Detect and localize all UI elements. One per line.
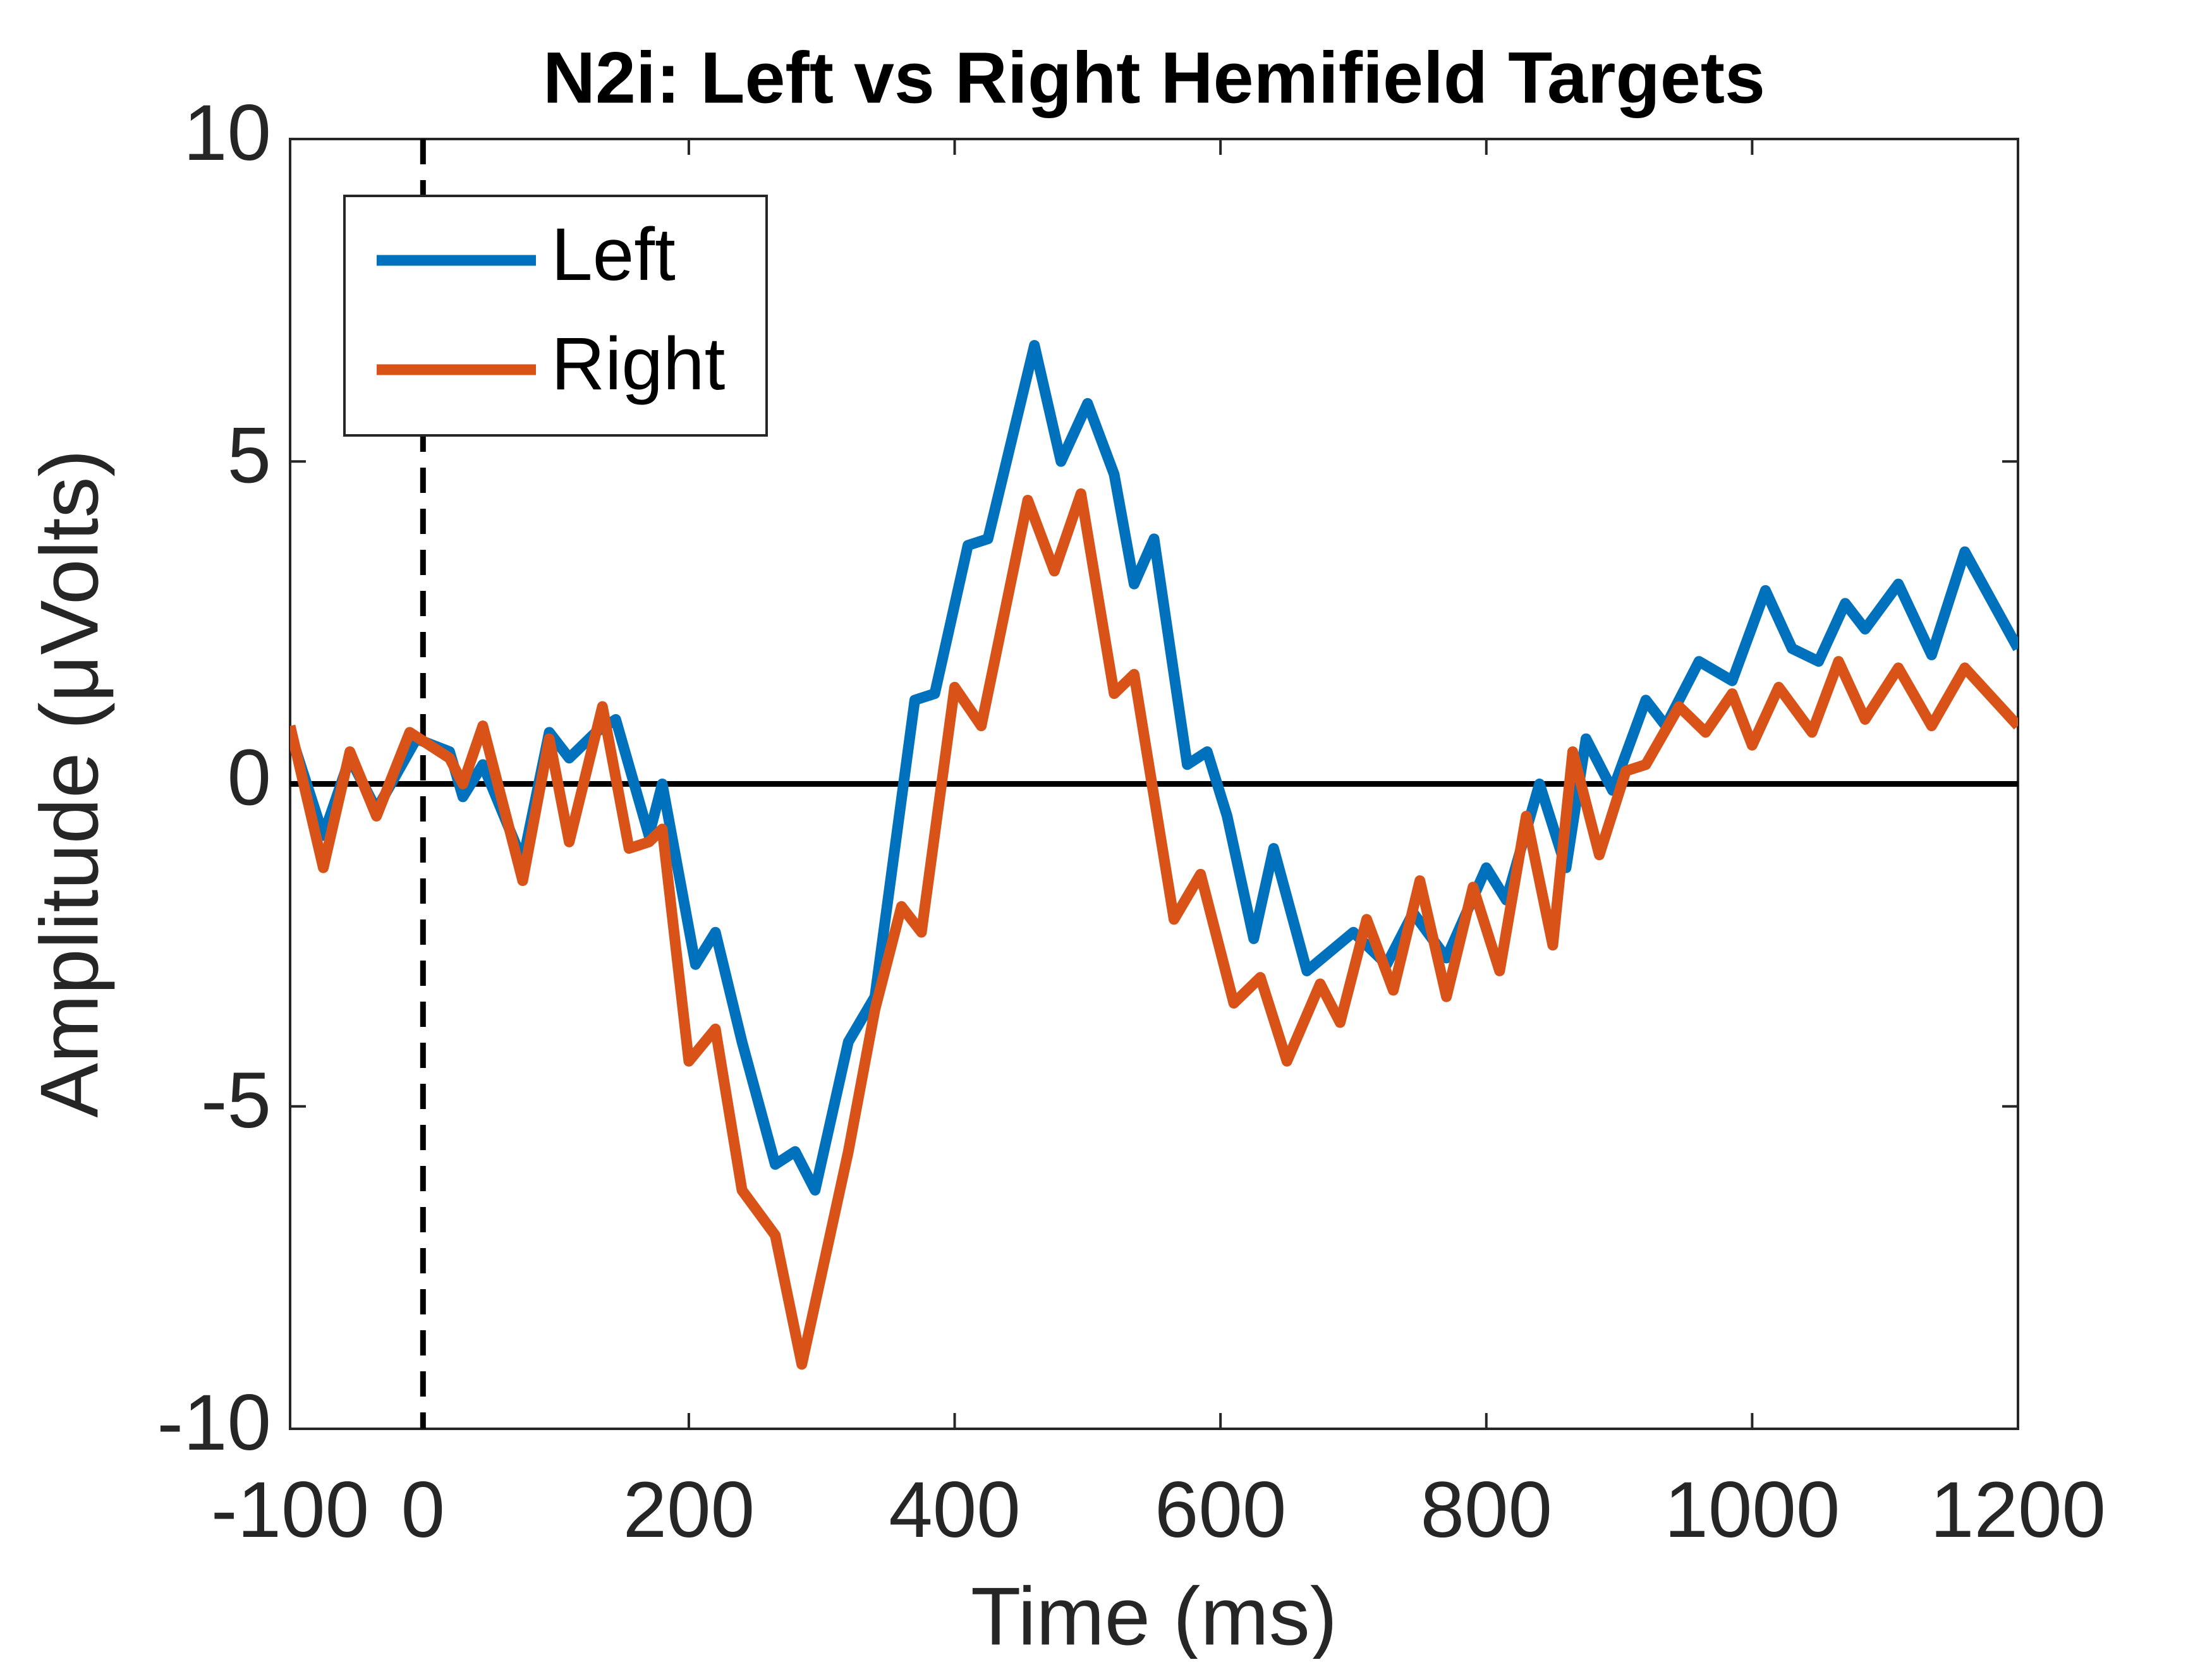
y-tick-label: 10 xyxy=(183,89,271,177)
x-tick-label: 1200 xyxy=(1930,1466,2106,1554)
y-tick-label: 5 xyxy=(227,411,271,499)
x-tick-label: 0 xyxy=(401,1466,446,1554)
series-line xyxy=(290,488,2018,1370)
y-tick-label: -10 xyxy=(157,1379,271,1467)
x-axis-label: Time (ms) xyxy=(971,1570,1337,1659)
x-tick-label: 200 xyxy=(623,1466,755,1554)
legend-label: Right xyxy=(551,322,725,406)
legend-box xyxy=(343,195,768,437)
series-line xyxy=(290,340,2018,1196)
y-axis-label: Amplitude (μVolts) xyxy=(23,449,115,1118)
x-tick-label: 800 xyxy=(1420,1466,1552,1554)
chart-title: N2i: Left vs Right Hemifield Targets xyxy=(543,37,1765,118)
x-tick-label: 1000 xyxy=(1664,1466,1840,1554)
y-tick-label: -5 xyxy=(201,1057,271,1144)
y-tick-label: 0 xyxy=(227,734,271,822)
x-tick-label: 600 xyxy=(1155,1466,1287,1554)
x-tick-label: 400 xyxy=(889,1466,1021,1554)
x-tick-label: -100 xyxy=(211,1466,369,1554)
legend-label: Left xyxy=(551,213,676,296)
